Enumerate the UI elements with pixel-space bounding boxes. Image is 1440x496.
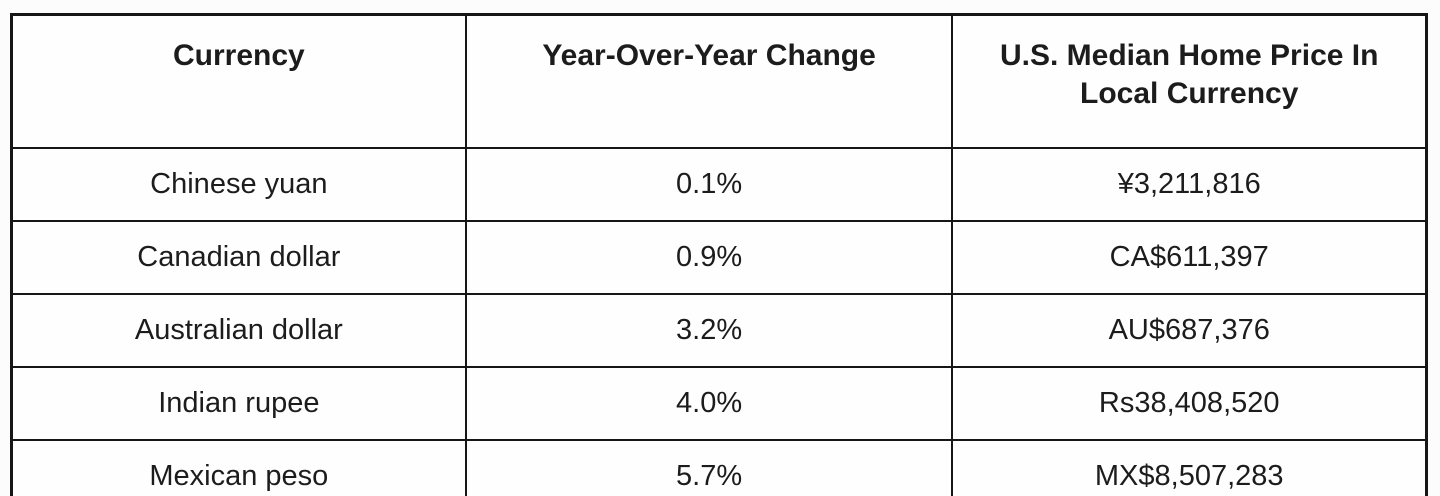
- table-header: Currency Year-Over-Year Change U.S. Medi…: [10, 13, 1428, 149]
- cell-currency: Indian rupee: [10, 366, 467, 441]
- cell-yoy-change: 3.2%: [464, 293, 954, 368]
- header-cell-median-price: U.S. Median Home Price In Local Currency: [951, 13, 1428, 149]
- header-cell-currency: Currency: [10, 13, 467, 149]
- cell-median-price: MX$8,507,283: [951, 439, 1428, 496]
- cell-yoy-change: 0.9%: [464, 220, 954, 295]
- cell-median-price: CA$611,397: [951, 220, 1428, 295]
- cell-median-price: AU$687,376: [951, 293, 1428, 368]
- header-label-median-price: U.S. Median Home Price In Local Currency: [1000, 39, 1379, 110]
- header-label-yoy-change: Year-Over-Year Change: [542, 39, 876, 72]
- cell-yoy-change: 5.7%: [464, 439, 954, 496]
- currency-exchange-table: Currency Year-Over-Year Change U.S. Medi…: [10, 13, 1428, 496]
- cell-median-price: ¥3,211,816: [951, 147, 1428, 222]
- cell-currency: Canadian dollar: [10, 220, 467, 295]
- table-body: Chinese yuan 0.1% ¥3,211,816 Canadian do…: [10, 147, 1428, 496]
- cell-median-price: Rs38,408,520: [951, 366, 1428, 441]
- header-row: Currency Year-Over-Year Change U.S. Medi…: [10, 13, 1428, 149]
- header-label-currency: Currency: [172, 39, 305, 72]
- cell-yoy-change: 0.1%: [464, 147, 954, 222]
- table-row: Canadian dollar 0.9% CA$611,397: [10, 220, 1428, 295]
- table-row: Indian rupee 4.0% Rs38,408,520: [10, 366, 1428, 441]
- cell-currency: Mexican peso: [10, 439, 467, 496]
- cell-currency: Australian dollar: [10, 293, 467, 368]
- cell-yoy-change: 4.0%: [464, 366, 954, 441]
- cell-currency: Chinese yuan: [10, 147, 467, 222]
- table-row: Australian dollar 3.2% AU$687,376: [10, 293, 1428, 368]
- table-row: Chinese yuan 0.1% ¥3,211,816: [10, 147, 1428, 222]
- table-row: Mexican peso 5.7% MX$8,507,283: [10, 439, 1428, 496]
- header-cell-yoy-change: Year-Over-Year Change: [464, 13, 954, 149]
